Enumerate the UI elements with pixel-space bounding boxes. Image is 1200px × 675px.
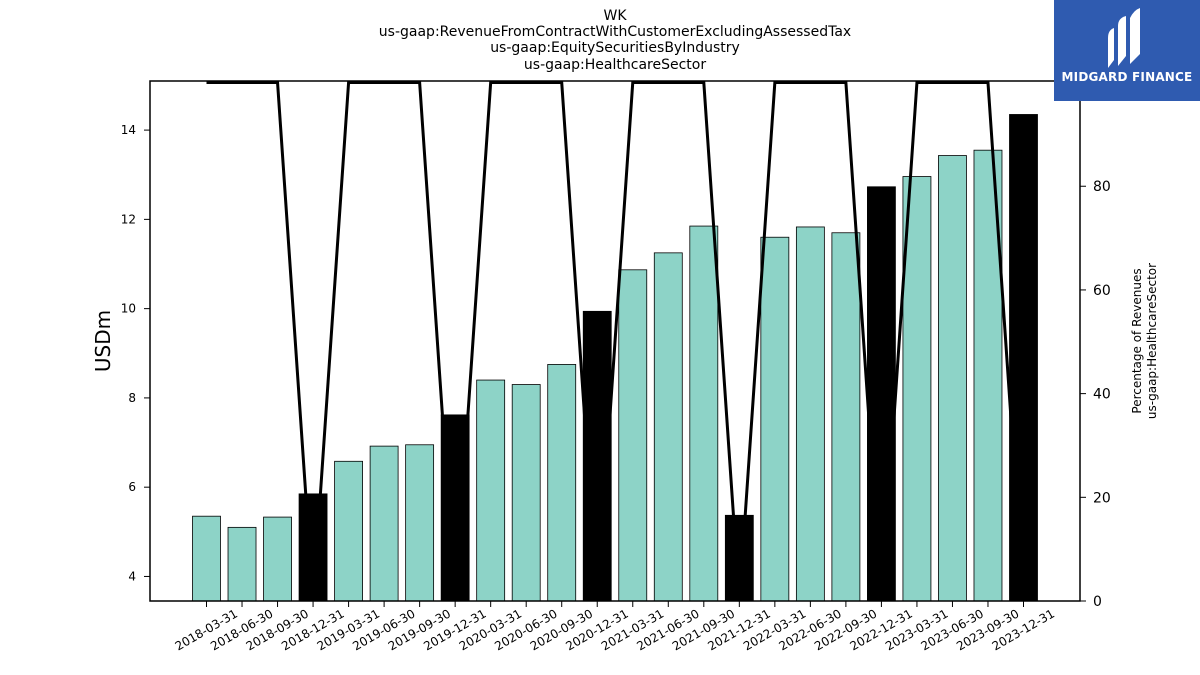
chart-title-line: us-gaap:EquitySecuritiesByIndustry [490,40,740,56]
bar-2023-06-30 [938,155,967,602]
y-tick-label-left: 8 [128,391,136,405]
y-tick-label-left: 12 [121,212,136,226]
bar-2018-09-30 [263,516,292,602]
logo-text: MIDGARD FINANCE [1061,70,1193,84]
y-axis-label-right-line: Percentage of Revenues [1130,268,1144,413]
y-tick-label-left: 6 [128,480,136,494]
y-axis-label-right-line: us-gaap:HealthcareSector [1145,263,1159,419]
y-tick-label-left: 14 [121,123,136,137]
bar-2020-06-30 [511,384,541,602]
bar-2022-12-31 [867,186,896,602]
bar-2023-03-31 [902,176,932,602]
bar-2020-09-30 [547,364,577,602]
bar-2022-06-30 [795,226,825,602]
y-tick-label-right: 0 [1093,594,1102,610]
chart-title-line: WK [603,8,627,24]
y-tick-label-right: 20 [1093,490,1111,506]
y-axis-label-right: Percentage of Revenues us-gaap:Healthcar… [1130,263,1159,419]
chart-titles: WK us-gaap:RevenueFromContractWithCustom… [379,8,851,73]
y-tick-label-right: 40 [1093,387,1111,403]
bar-2019-03-31 [334,460,363,602]
y-tick-label-left: 10 [121,302,136,316]
y-axis-label-left: USDm [91,310,115,372]
bar-2021-06-30 [653,252,683,602]
y-tick-label-left: 4 [128,569,136,583]
y-tick-label-right: 80 [1093,179,1111,195]
chart-title-line: us-gaap:RevenueFromContractWithCustomerE… [379,24,851,40]
bar-2022-03-31 [760,236,790,602]
y-axis-right: 020406080100 [1080,76,1120,610]
y-axis-left: 4 6 8 10 12 14 [121,123,150,583]
bar-2018-03-31 [192,515,221,602]
bar-2019-09-30 [405,444,435,602]
y-tick-label-right: 60 [1093,283,1111,299]
bar-2020-03-31 [476,379,506,602]
logo-mark-icon [1108,8,1140,68]
chart-title-line: us-gaap:HealthcareSector [524,57,706,73]
bar-2018-06-30 [227,526,257,602]
bar-2023-12-31 [1009,114,1038,602]
plot-frame [149,80,1081,602]
bar-2022-09-30 [831,232,861,602]
line-layer [206,81,1025,602]
bars-layer [192,114,1038,602]
x-axis: 2018-03-312018-06-302018-09-302018-12-31… [173,601,1057,653]
bar-2021-09-30 [689,225,719,602]
midgard-finance-logo: MIDGARD FINANCE [1054,0,1200,101]
bar-2019-06-30 [369,445,399,602]
bar-2021-03-31 [618,269,648,602]
healthcare-share-line [206,81,1025,602]
